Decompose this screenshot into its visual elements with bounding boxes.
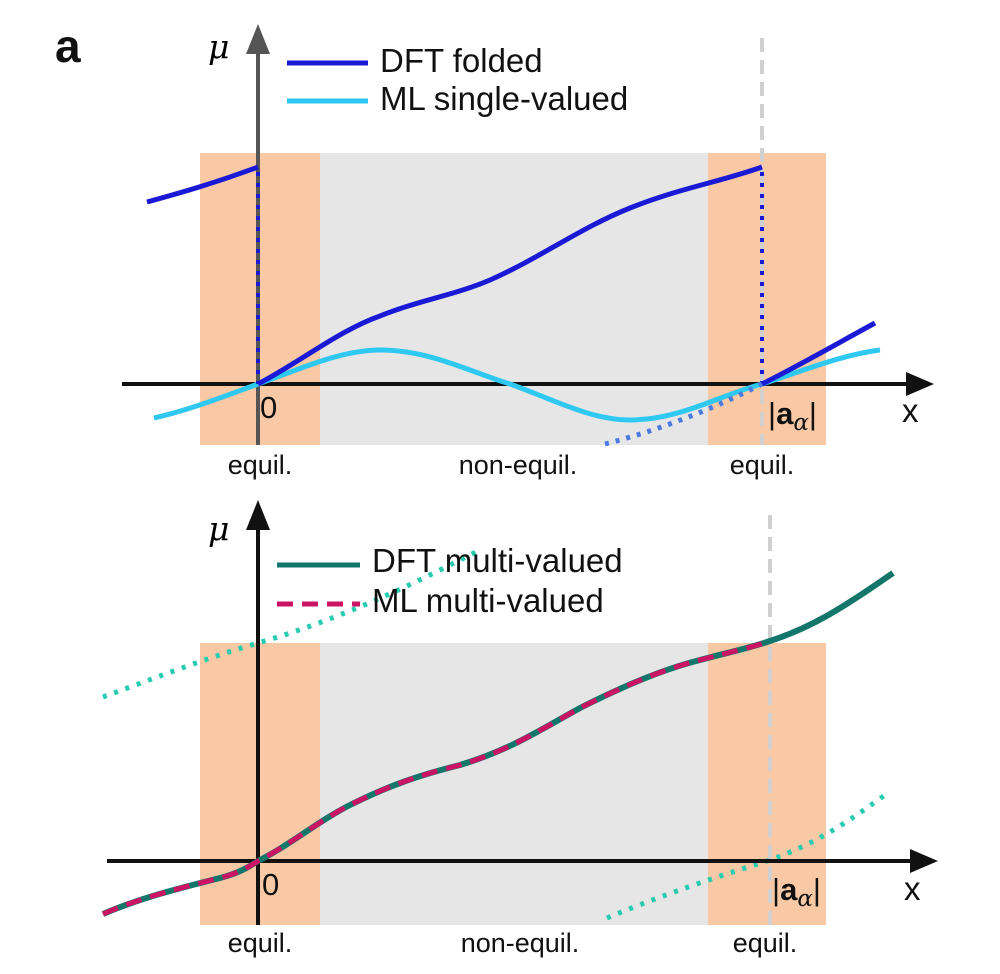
legend-label-ml-single: ML single-valued <box>380 80 628 117</box>
bottom-panel: μ x 0 |aα| equil. non-equil. equil. DFT … <box>101 500 938 958</box>
legend-label-dft-folded: DFT folded <box>380 42 543 79</box>
top-region-label-equil-right: equil. <box>730 450 795 480</box>
top-nonequil-region <box>320 153 708 445</box>
legend-label-dft-multi: DFT multi-valued <box>372 542 623 579</box>
bottom-origin-label: 0 <box>262 867 279 902</box>
top-region-label-nonequil: non-equil. <box>459 450 578 480</box>
dft-folded-curve-middle <box>256 164 763 387</box>
dft-folded-curve-left <box>146 164 259 205</box>
panel-label: a <box>55 20 81 72</box>
legend-label-ml-multi: ML multi-valued <box>372 582 604 619</box>
bottom-y-axis-label: μ <box>208 509 229 548</box>
bottom-x-arrowhead <box>910 849 938 873</box>
top-x-axis-label: x <box>902 392 919 429</box>
top-panel: μ x 0 |aα| equil. non-equil. equil. DFT … <box>122 24 934 480</box>
bottom-region-label-equil-left: equil. <box>228 928 293 958</box>
periodic-copy-upper <box>102 547 482 700</box>
top-region-label-equil-left: equil. <box>228 450 293 480</box>
bottom-region-label-equil-right: equil. <box>733 928 798 958</box>
bottom-period-label: |aα| <box>772 872 821 912</box>
dft-folded-curve-right <box>760 320 877 387</box>
top-origin-label: 0 <box>260 390 277 425</box>
bottom-nonequil-region <box>320 643 708 925</box>
top-y-arrowhead <box>246 24 270 54</box>
bottom-x-axis-label: x <box>904 870 921 907</box>
top-y-axis-label: μ <box>208 27 229 66</box>
bottom-equil-region-right <box>708 643 826 925</box>
top-period-label: |aα| <box>768 396 817 436</box>
bottom-region-label-nonequil: non-equil. <box>461 928 580 958</box>
top-x-arrowhead <box>906 372 934 396</box>
bottom-legend: DFT multi-valued ML multi-valued <box>277 542 623 619</box>
bottom-y-arrowhead <box>246 500 270 530</box>
top-legend: DFT folded ML single-valued <box>287 42 628 117</box>
